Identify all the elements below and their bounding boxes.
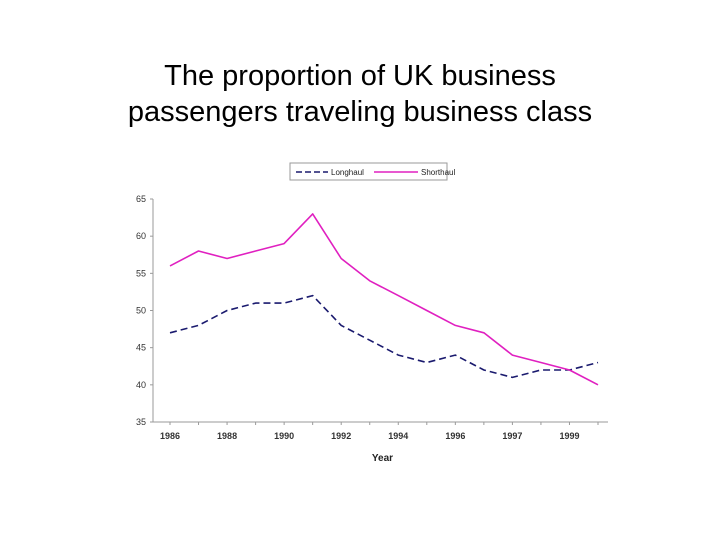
y-tick-label: 35 — [136, 417, 146, 427]
series-lines — [169, 213, 599, 386]
title-line-2: passengers traveling business class — [127, 96, 593, 128]
series-line-shorthaul — [169, 213, 599, 386]
y-tick-label: 50 — [136, 306, 146, 316]
y-tick-label: 40 — [136, 380, 146, 390]
x-tick-label: 1988 — [217, 431, 237, 441]
y-tick-label: 55 — [136, 268, 146, 278]
x-tick-label: 1997 — [502, 431, 522, 441]
x-tick-label: 1999 — [559, 431, 579, 441]
x-axis-title: Year — [372, 453, 393, 464]
x-tick-label: 1996 — [445, 431, 465, 441]
x-tick-label: 1994 — [388, 431, 408, 441]
title-line-1: The proportion of UK business — [164, 60, 556, 92]
series-line-longhaul — [169, 294, 599, 379]
axes: 65 60 55 50 45 40 35 1986 1988 1990 1992 1994 1996 19… — [136, 194, 608, 464]
x-tick-label: 1986 — [160, 431, 180, 441]
legend-box — [289, 162, 448, 181]
y-tick-label: 65 — [136, 194, 146, 204]
legend: Longhaul Shorthaul — [289, 162, 455, 181]
legend-label-shorthaul: Shorthaul — [421, 168, 455, 177]
y-tick-label: 60 — [136, 231, 146, 241]
y-tick-label: 45 — [136, 343, 146, 353]
page-title: The proportion of UK business passengers… — [0, 58, 720, 130]
x-tick-label: 1992 — [331, 431, 351, 441]
legend-label-longhaul: Longhaul — [331, 168, 364, 177]
x-tick-label: 1990 — [274, 431, 294, 441]
